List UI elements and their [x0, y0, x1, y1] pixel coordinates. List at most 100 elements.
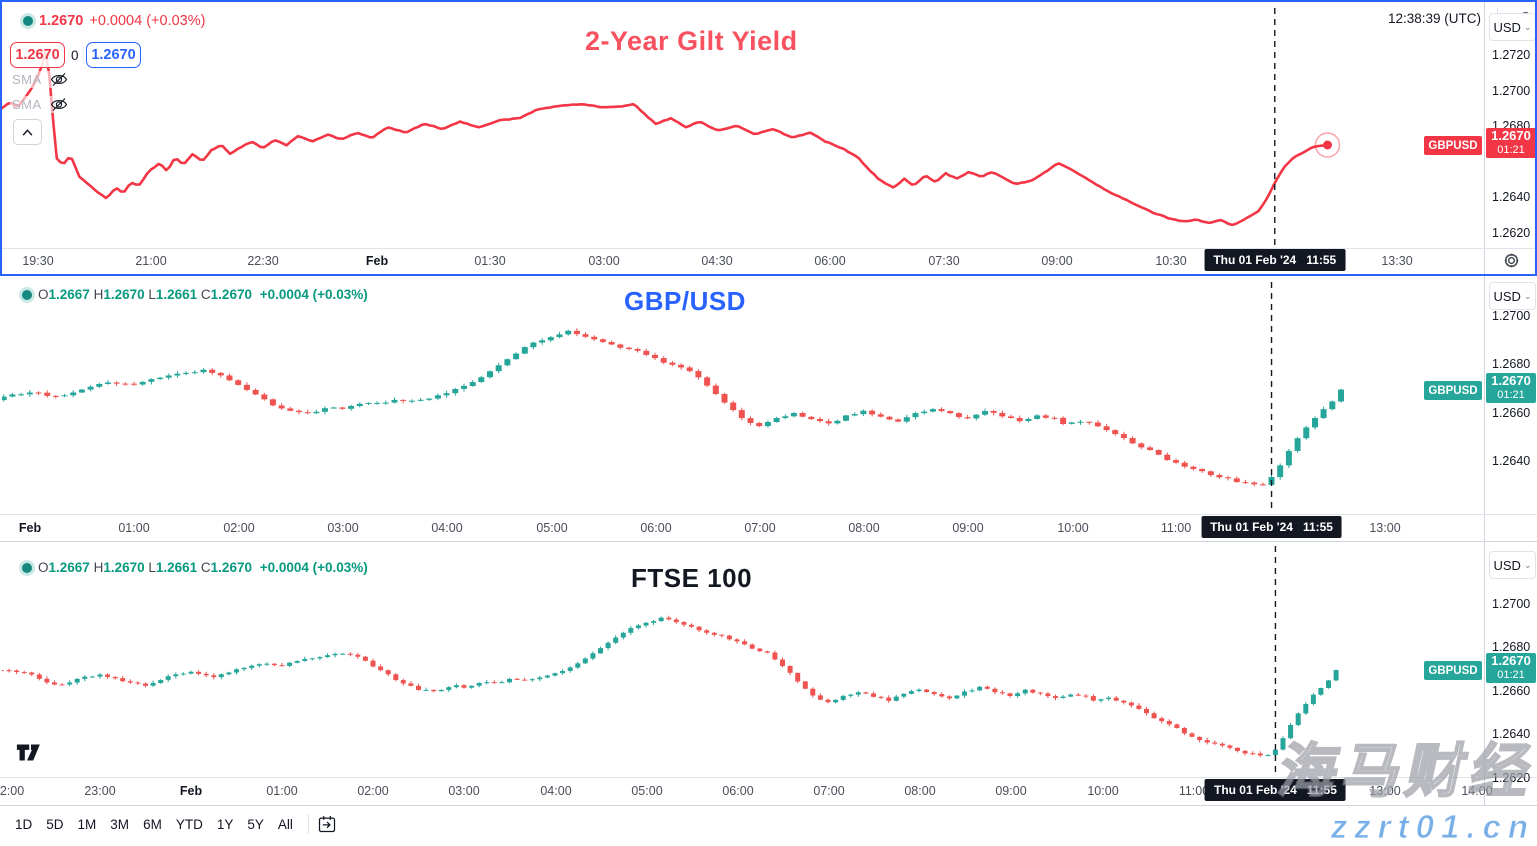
visibility-off-icon[interactable] [50, 72, 68, 87]
ohlc-key: C [200, 560, 211, 575]
time-axis-label: 09:00 [952, 521, 984, 535]
range-button-1y[interactable]: 1Y [216, 816, 234, 832]
chevron-down-icon: ⌄ [1523, 559, 1532, 570]
chip-price: 1.2670 [1491, 653, 1531, 668]
time-axis-label: 2:00 [0, 784, 25, 798]
range-button-all[interactable]: All [277, 816, 293, 832]
time-axis-label: 05:00 [631, 784, 663, 798]
calendar-go-to-date-icon [318, 816, 335, 833]
time-axis-label: 11:00 [1160, 521, 1192, 535]
time-axis-label: 02:00 [223, 521, 255, 535]
symbol-label-chip: GBPUSD [1424, 661, 1482, 680]
ohlc-value: 1.2667 [48, 560, 94, 575]
visibility-off-icon[interactable] [50, 97, 68, 112]
range-button-ytd[interactable]: YTD [175, 816, 203, 832]
price-field-1[interactable]: 1.2670 [10, 42, 65, 68]
price-axis-label: 1.2660 [1492, 684, 1531, 698]
currency-label: USD [1493, 288, 1521, 304]
price-axis-label: 1.2700 [1492, 597, 1531, 611]
ohlc-key: H [93, 287, 104, 302]
price-axis-label: 1.2620 [1492, 771, 1531, 785]
tradingview-logo[interactable] [16, 743, 46, 767]
range-button-1m[interactable]: 1M [77, 816, 97, 832]
pane2-title: GBP/USD [624, 286, 746, 316]
range-button-5d[interactable]: 5D [46, 816, 64, 832]
time-axis-label: 13:00 [1369, 784, 1401, 798]
price-axis-divider[interactable] [1484, 2, 1485, 806]
currency-unit-dropdown[interactable]: USD ⌄ [1489, 282, 1536, 310]
last-price-pulse-ring [1314, 132, 1341, 158]
pane3-title: FTSE 100 [631, 563, 753, 593]
ohlc-value: 1.2670 [210, 560, 256, 575]
pane2-legend: O1.2667 H1.2670 L1.2661 C1.2670 +0.0004 … [19, 287, 371, 302]
legend-change: +0.0004 (+0.03%) [89, 13, 206, 29]
time-axis-label: 19:30 [22, 254, 54, 268]
time-axis-label: 09:00 [995, 784, 1027, 798]
currency-label: USD [1493, 19, 1521, 35]
chevron-down-icon: ⌄ [1523, 21, 1532, 32]
time-axis-label: 01:30 [474, 254, 506, 268]
time-axis-label: 22:30 [247, 254, 279, 268]
ohlc-change: +0.0004 (+0.03%) [259, 287, 368, 302]
ohlc-value: 1.2670 [103, 287, 149, 302]
timezone-settings-gear-icon[interactable] [1502, 251, 1521, 275]
time-axis-border-2 [0, 514, 1537, 515]
ohlc-key: L [148, 287, 156, 302]
ohlc-key: O [38, 560, 49, 575]
price-axis-label: 1.2640 [1492, 454, 1531, 468]
ohlc-values: O1.2667 H1.2670 L1.2661 C1.2670 +0.0004 … [38, 560, 368, 575]
time-axis-label: 07:00 [813, 784, 845, 798]
range-button-1d[interactable]: 1D [15, 816, 33, 832]
time-axis-label: 21:00 [135, 254, 167, 268]
time-axis-label: 13:30 [1381, 254, 1413, 268]
pane1-legend: 1.2670 +0.0004 (+0.03%) [20, 13, 209, 29]
pane-divider-2[interactable] [0, 541, 1537, 542]
time-axis-label: 11:00 [1178, 784, 1210, 798]
chip-price: 1.2670 [1491, 373, 1531, 388]
sma-indicator-row-1: SMA [10, 71, 70, 88]
pane1-title: 2-Year Gilt Yield [585, 26, 798, 56]
currency-unit-dropdown[interactable]: USD ⌄ [1489, 13, 1536, 41]
pane-ftse-plot [2, 546, 1339, 777]
session-clock[interactable]: 12:38:39 (UTC) [1387, 10, 1481, 26]
last-price-chip: 1.2670 01:21 [1486, 128, 1536, 158]
symbol-label-chip: GBPUSD [1424, 381, 1482, 400]
time-axis-border-1 [0, 248, 1537, 249]
price-axis-label: 1.2700 [1492, 309, 1531, 323]
time-axis-label: 07:30 [928, 254, 960, 268]
sma-label: SMA [12, 72, 42, 87]
last-price-chip: 1.2670 01:21 [1486, 653, 1536, 683]
time-axis-label: 02:00 [357, 784, 389, 798]
bar-countdown: 01:21 [1497, 388, 1525, 401]
collapse-legend-button[interactable] [13, 119, 42, 145]
time-axis-label: 01:00 [118, 521, 150, 535]
sma-label: SMA [12, 97, 42, 112]
range-button-5y[interactable]: 5Y [247, 816, 264, 832]
time-axis-label: 10:00 [1057, 521, 1089, 535]
symbol-label-chip: GBPUSD [1424, 136, 1482, 155]
price-axis-label: 1.2660 [1492, 406, 1531, 420]
chip-price: 1.2670 [1491, 128, 1531, 143]
crosshair-time-label: Thu 01 Feb '24 11:55 [1204, 779, 1346, 801]
time-axis-label: 07:00 [744, 521, 776, 535]
pane-gilt-plot [2, 8, 1341, 247]
series-marker-dot [23, 16, 33, 26]
time-axis-label: 09:00 [1041, 254, 1073, 268]
price-field-2[interactable]: 1.2670 [86, 42, 141, 68]
chevron-down-icon: ⌄ [1523, 290, 1532, 301]
ohlc-value: 1.2661 [155, 560, 201, 575]
price-axis-label: 1.2640 [1492, 727, 1531, 741]
go-to-date-button[interactable] [317, 814, 337, 834]
time-axis-border-3 [0, 777, 1537, 778]
range-button-3m[interactable]: 3M [110, 816, 130, 832]
time-axis-label: 03:00 [448, 784, 480, 798]
sma-indicator-row-2: SMA [10, 96, 70, 113]
time-axis-label: 08:00 [848, 521, 880, 535]
time-axis-label: 06:00 [722, 784, 754, 798]
chevron-up-icon [22, 128, 33, 136]
time-axis-label: Feb [365, 254, 389, 268]
currency-unit-dropdown[interactable]: USD ⌄ [1489, 551, 1536, 579]
range-button-6m[interactable]: 6M [143, 816, 162, 832]
date-range-buttons: 1D 5D 1M 3M 6M YTD 1Y 5Y All [0, 813, 300, 836]
